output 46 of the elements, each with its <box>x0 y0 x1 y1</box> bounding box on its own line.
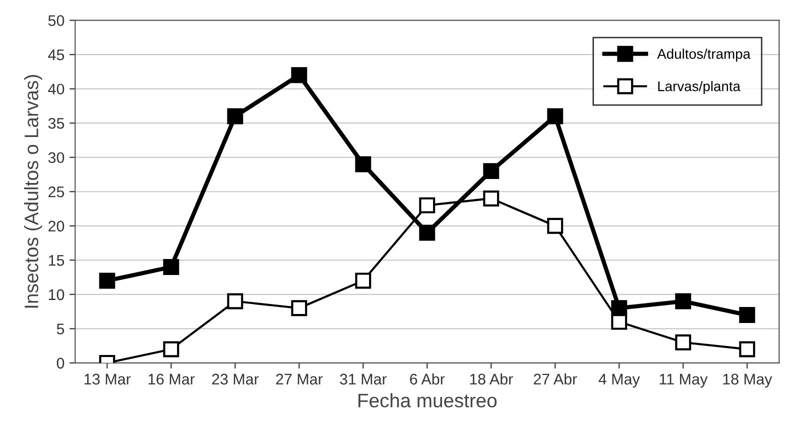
x-tick-label: 4 May <box>598 374 640 388</box>
point <box>675 293 692 310</box>
y-tick-label: 20 <box>48 220 64 232</box>
point <box>739 306 756 323</box>
point <box>419 197 436 214</box>
y-tick-label: 35 <box>48 118 64 129</box>
y-tick-label: 10 <box>48 289 64 300</box>
y-axis-title: Insectos (Adultos o Larvas) <box>24 75 42 308</box>
point <box>163 259 180 275</box>
x-tick-label: 27 Abr <box>534 373 577 385</box>
point <box>419 224 436 241</box>
point <box>227 293 244 310</box>
y-tick-label: 25 <box>48 186 64 198</box>
point <box>547 108 564 124</box>
point <box>291 67 308 84</box>
point <box>163 341 180 358</box>
x-tick-label: 18 May <box>723 374 772 388</box>
point <box>483 190 500 206</box>
point <box>739 341 756 358</box>
x-tick-label: 11 May <box>660 374 708 388</box>
point <box>675 334 692 350</box>
point <box>99 272 116 289</box>
y-tick-label: 30 <box>48 152 64 164</box>
y-tick-label: 50 <box>48 15 64 26</box>
x-tick-label: 6 Abr <box>410 373 445 385</box>
x-tick-label: 16 Mar <box>148 374 195 385</box>
y-tick-label: 5 <box>56 324 64 334</box>
point <box>611 300 628 316</box>
point <box>291 300 308 316</box>
x-tick-label: 18 Abr <box>470 373 513 385</box>
y-tick-label: 45 <box>48 50 64 60</box>
legend-label: Adultos/trampa <box>657 48 751 62</box>
x-tick-label: 27 Mar <box>276 374 323 385</box>
point <box>355 156 372 172</box>
x-tick-label: 13 Mar <box>84 374 131 385</box>
point <box>355 272 372 289</box>
point <box>227 108 244 124</box>
x-tick-label: 23 Mar <box>212 374 259 385</box>
x-axis-title: Fecha muestreo <box>358 393 497 408</box>
x-tick-label: 31 Mar <box>340 374 387 385</box>
y-tick-label: 40 <box>48 84 64 95</box>
y-tick-label: 15 <box>48 255 64 266</box>
legend-label: Larvas/planta <box>658 81 740 94</box>
point <box>547 218 564 234</box>
y-tick-label: 0 <box>56 358 64 369</box>
point <box>483 163 500 180</box>
